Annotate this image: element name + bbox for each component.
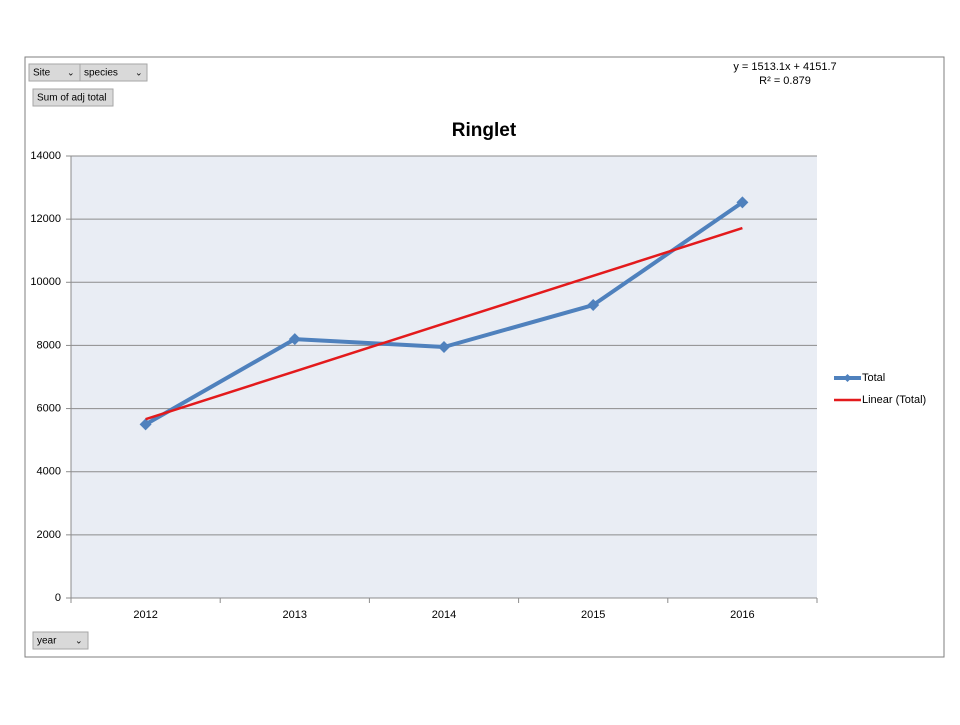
field-button[interactable]	[32, 631, 89, 650]
trendline-r2: R² = 0.879	[759, 75, 811, 87]
y-tick-label: 8000	[37, 339, 61, 351]
field-button-label: Site	[33, 68, 51, 79]
field-button-label: species	[84, 68, 118, 79]
trendline-equation: y = 1513.1x + 4151.7	[733, 61, 836, 73]
field-button-label: Sum of adj total	[37, 93, 106, 104]
filter-icon: ⌄	[67, 67, 75, 77]
x-tick-label: 2016	[730, 609, 754, 621]
point-marker	[736, 196, 749, 209]
x-tick-label: 2013	[283, 609, 307, 621]
y-tick-label: 0	[55, 592, 61, 604]
y-tick-label: 10000	[30, 276, 61, 288]
pivot-buttons: Site ⌄ species ⌄ Sum of adj total year ⌄	[28, 63, 148, 650]
chart-title: Ringlet	[452, 120, 517, 141]
legend-label: Linear (Total)	[862, 394, 926, 406]
y-tick-label: 6000	[37, 402, 61, 414]
filter-icon: ⌄	[75, 635, 83, 645]
field-button[interactable]	[32, 88, 114, 107]
legend-marker	[843, 374, 852, 382]
field-button[interactable]	[79, 63, 148, 82]
y-tick-label: 2000	[37, 529, 61, 541]
point-marker	[139, 418, 152, 431]
y-tick-label: 12000	[30, 213, 61, 225]
point-marker	[288, 333, 301, 346]
x-tick-label: 2014	[432, 609, 456, 621]
x-tick-label: 2015	[581, 609, 605, 621]
filter-icon: ⌄	[135, 67, 143, 77]
field-button-label: year	[37, 636, 57, 647]
point-marker	[587, 299, 600, 312]
x-tick-label: 2012	[133, 609, 157, 621]
series-line	[145, 226, 743, 421]
point-marker	[438, 341, 450, 354]
legend-label: Total	[862, 372, 885, 384]
y-tick-label: 14000	[30, 150, 61, 162]
y-tick-label: 4000	[37, 466, 61, 478]
plot-area	[71, 156, 817, 598]
